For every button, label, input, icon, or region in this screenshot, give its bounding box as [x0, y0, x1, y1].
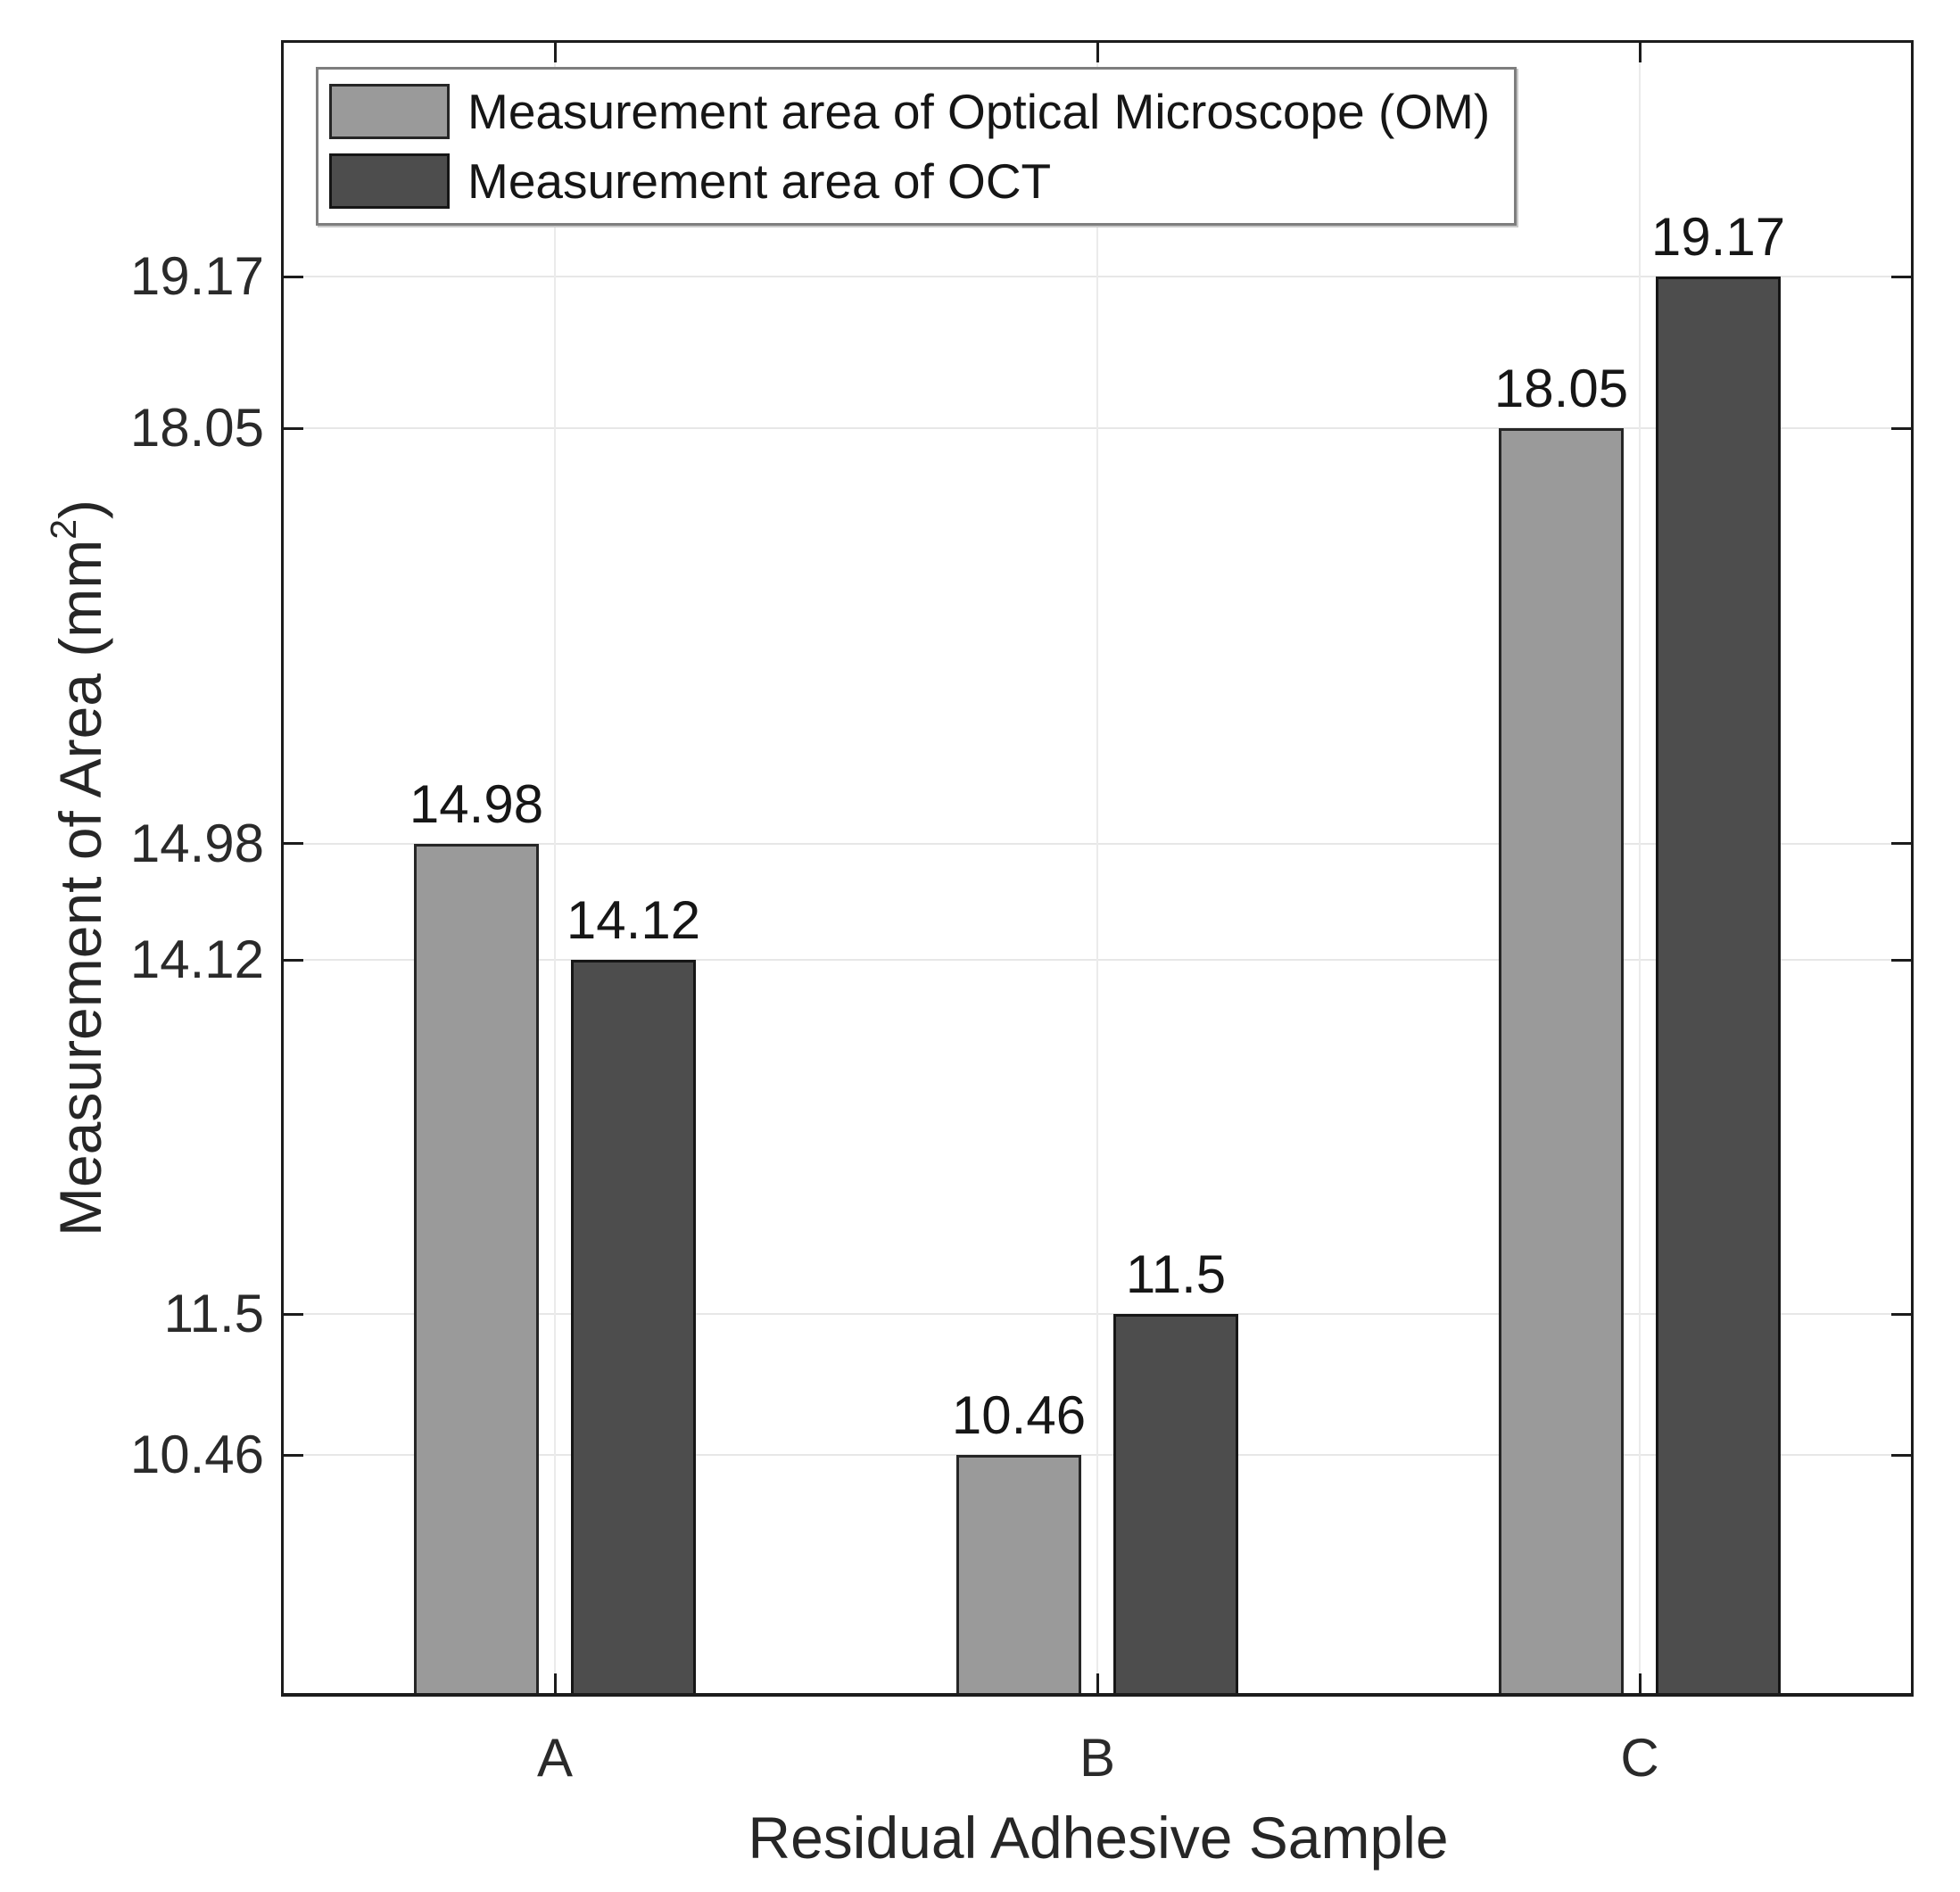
y-tick-label: 14.98: [129, 813, 264, 873]
bar-value-label: 10.46: [951, 1385, 1087, 1446]
bar-value-label: 19.17: [1650, 207, 1786, 268]
bar-om-C: [1499, 428, 1624, 1693]
gridline-vertical: [1639, 43, 1641, 1693]
bar-value-label: 18.05: [1493, 359, 1629, 419]
y-tick-mark-left: [284, 275, 303, 278]
y-tick-mark-right: [1891, 842, 1911, 846]
x-tick-mark-top: [553, 43, 557, 62]
y-axis-title-superscript: 2: [43, 518, 84, 540]
bar-om-A: [414, 843, 539, 1693]
y-tick-label: 14.12: [129, 929, 264, 990]
y-tick-mark-right: [1891, 275, 1911, 278]
y-axis-title-text: Measurement of Area (mm: [47, 539, 113, 1237]
x-axis-title: Residual Adhesive Sample: [748, 1805, 1449, 1871]
y-tick-mark-left: [284, 1312, 303, 1316]
y-tick-label: 19.17: [129, 246, 264, 307]
x-category-label: A: [536, 1728, 574, 1788]
legend-item-oct: Measurement area of OCT: [318, 153, 1514, 209]
x-category-label: B: [1079, 1728, 1116, 1788]
y-tick-mark-right: [1891, 958, 1911, 962]
legend-label-om: Measurement area of Optical Microscope (…: [467, 84, 1491, 139]
x-tick-mark-bottom: [553, 1673, 557, 1693]
x-tick-mark-top: [1096, 43, 1099, 62]
legend-swatch-om-icon: [329, 84, 450, 139]
bar-value-label: 14.12: [566, 890, 701, 951]
y-tick-mark-right: [1891, 1312, 1911, 1316]
x-tick-mark-bottom: [1638, 1673, 1642, 1693]
x-category-label: C: [1620, 1728, 1659, 1788]
y-axis-title: Measurement of Area (mm2): [43, 500, 114, 1236]
y-tick-label: 10.46: [129, 1425, 264, 1485]
y-tick-mark-left: [284, 842, 303, 846]
y-tick-mark-left: [284, 426, 303, 430]
y-axis-title-suffix: ): [47, 499, 113, 519]
legend-swatch-oct-icon: [329, 153, 450, 209]
bar-value-label: 14.98: [409, 773, 544, 834]
legend-label-oct: Measurement area of OCT: [467, 153, 1052, 209]
y-tick-label: 11.5: [163, 1284, 264, 1344]
x-tick-mark-top: [1638, 43, 1642, 62]
bar-value-label: 11.5: [1125, 1244, 1227, 1305]
y-tick-mark-left: [284, 1453, 303, 1457]
legend: Measurement area of Optical Microscope (…: [316, 67, 1517, 226]
bar-oct-B: [1113, 1314, 1238, 1693]
gridline-vertical: [554, 43, 556, 1693]
y-tick-mark-left: [284, 958, 303, 962]
bar-oct-C: [1656, 277, 1781, 1693]
plot-area: [281, 40, 1914, 1697]
y-tick-label: 18.05: [129, 398, 264, 459]
x-tick-mark-bottom: [1096, 1673, 1099, 1693]
gridline-vertical: [1096, 43, 1098, 1693]
y-tick-mark-right: [1891, 1453, 1911, 1457]
y-tick-mark-right: [1891, 426, 1911, 430]
bar-om-B: [956, 1455, 1081, 1693]
bar-oct-A: [571, 960, 696, 1693]
legend-item-om: Measurement area of Optical Microscope (…: [318, 84, 1514, 139]
